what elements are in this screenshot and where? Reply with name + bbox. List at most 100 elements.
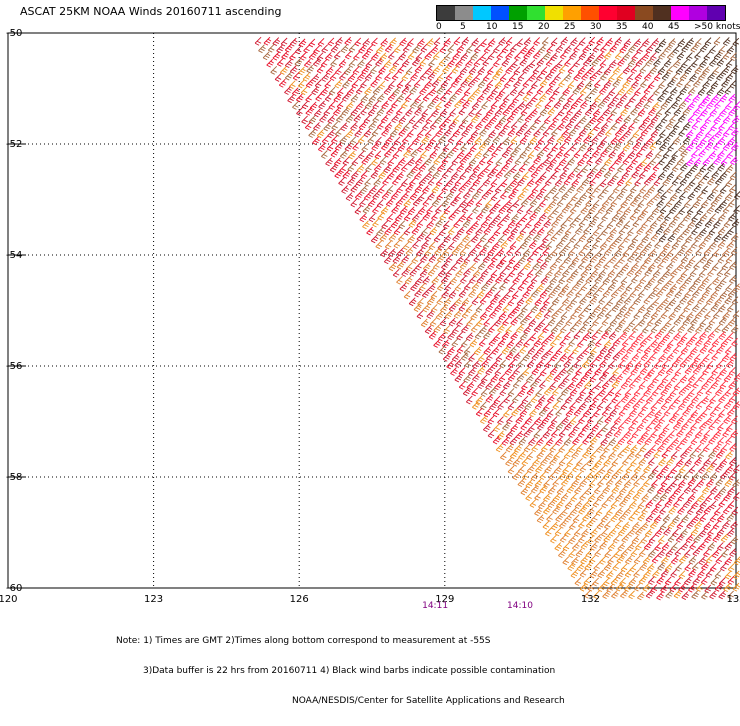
wind-barb — [576, 367, 582, 375]
wind-barb — [437, 283, 443, 291]
wind-barb — [570, 234, 576, 242]
wind-barb — [708, 331, 715, 339]
wind-barb — [719, 591, 726, 599]
wind-barb — [465, 74, 472, 82]
wind-barb — [688, 192, 695, 200]
wind-barb — [606, 430, 613, 438]
wind-barb — [633, 492, 640, 500]
wind-barb — [684, 549, 690, 557]
wind-barb — [669, 326, 675, 334]
wind-barb — [642, 493, 649, 501]
wind-barb — [562, 417, 569, 425]
wind-barb — [728, 318, 735, 326]
wind-barb — [608, 388, 614, 396]
wind-barb — [532, 367, 539, 375]
wind-barb — [698, 87, 705, 95]
note-line-2: 3)Data buffer is 22 hrs from 20160711 4)… — [116, 666, 565, 676]
wind-barb — [628, 45, 635, 53]
wind-barb — [494, 214, 501, 222]
wind-barb — [716, 478, 723, 486]
wind-barb — [712, 277, 719, 285]
wind-barb — [621, 200, 628, 208]
wind-barb — [692, 136, 699, 144]
wind-barb — [682, 592, 689, 600]
wind-barb — [469, 290, 476, 298]
wind-barb — [692, 121, 698, 129]
wind-barb — [579, 116, 586, 124]
wind-barb — [678, 220, 684, 228]
wind-barb — [565, 58, 571, 66]
wind-barb — [712, 185, 718, 193]
wind-barb — [576, 380, 583, 388]
wind-barb — [337, 88, 343, 96]
wind-barb — [719, 122, 725, 130]
wind-barb — [723, 429, 729, 437]
wind-barb — [432, 276, 439, 284]
wind-barb — [609, 374, 616, 382]
wind-barb — [652, 207, 659, 215]
wind-barb — [695, 444, 701, 452]
wind-barb — [398, 65, 404, 73]
wind-barb — [602, 331, 609, 339]
wind-barb — [692, 591, 699, 599]
wind-barb — [720, 563, 726, 571]
wind-barb — [488, 52, 494, 60]
wind-barb — [590, 347, 596, 355]
wind-barb — [723, 205, 729, 213]
wind-barb — [513, 472, 520, 480]
wind-barb — [378, 212, 384, 220]
wind-barb — [572, 374, 578, 382]
wind-barb — [656, 289, 663, 297]
wind-barb — [585, 108, 592, 116]
wind-barb — [731, 430, 738, 438]
wind-barb — [440, 45, 446, 53]
wind-barb — [527, 360, 534, 368]
wind-barb — [633, 401, 640, 409]
wind-barb — [562, 298, 569, 306]
wind-barb — [469, 184, 475, 192]
wind-barb — [295, 46, 301, 54]
wind-barb — [695, 171, 702, 179]
wind-barb — [714, 430, 721, 438]
wind-barb — [652, 38, 659, 46]
wind-barb — [707, 375, 714, 383]
wind-barb — [518, 479, 525, 487]
wind-barb — [618, 360, 624, 368]
wind-barb — [655, 543, 661, 551]
wind-barb — [691, 437, 697, 445]
wind-barb — [673, 515, 680, 523]
wind-barb — [449, 318, 456, 326]
wind-barb — [373, 114, 379, 122]
wind-barb — [405, 94, 411, 102]
wind-barb — [597, 115, 604, 123]
wind-barb — [384, 149, 391, 157]
wind-barb — [620, 123, 627, 131]
wind-barb — [492, 346, 499, 354]
wind-barb — [586, 472, 593, 480]
wind-barb — [401, 164, 407, 172]
wind-barb — [486, 213, 492, 221]
wind-barb — [693, 79, 700, 87]
wind-barb — [314, 109, 321, 117]
wind-barb — [423, 276, 430, 284]
wind-barb — [615, 37, 622, 45]
wind-barb — [685, 262, 692, 270]
wind-barb — [404, 122, 410, 130]
wind-barb — [537, 150, 544, 158]
wind-barb — [520, 46, 527, 54]
note-line-1: Note: 1) Times are GMT 2)Times along bot… — [116, 636, 565, 646]
wind-barb — [663, 163, 670, 171]
wind-barb — [436, 311, 443, 319]
wind-barb — [726, 179, 732, 187]
wind-barb — [380, 156, 386, 164]
wind-barb — [385, 44, 392, 52]
wind-barb — [428, 101, 435, 109]
wind-barb — [626, 164, 633, 172]
wind-barb — [405, 108, 412, 116]
wind-barb — [727, 333, 733, 341]
wind-barb — [495, 368, 501, 376]
wind-barb — [570, 143, 576, 151]
wind-barb — [659, 130, 665, 138]
wind-barb — [527, 269, 533, 277]
wind-barb — [626, 283, 632, 291]
